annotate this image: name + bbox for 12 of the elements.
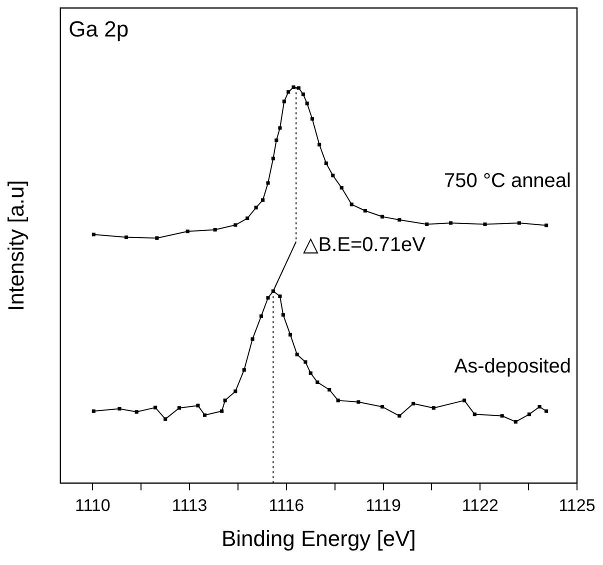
text: Ga 2p [68, 16, 129, 42]
x-tick-label: 1113 [172, 496, 208, 516]
x-axis-title: Binding Energy [eV] [221, 526, 416, 551]
x-tick-label: 1119 [366, 496, 401, 516]
x-tick-label: 1122 [462, 496, 498, 516]
x-tick-label: 1116 [268, 496, 304, 516]
series-label: 750 °C anneal [444, 170, 571, 192]
series-label: As-deposited [454, 356, 571, 378]
x-tick-label: 1125 [558, 496, 596, 516]
x-tick-label: 1110 [75, 496, 110, 516]
y-axis-title: Intensity [a.u] [3, 180, 28, 312]
annotation: △B.E=0.71eV [303, 234, 426, 256]
